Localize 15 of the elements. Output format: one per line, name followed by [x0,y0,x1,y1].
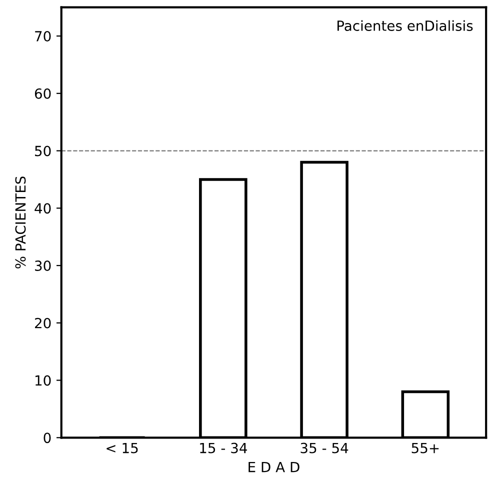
x-tick-label: 15 - 34 [200,442,247,454]
y-tick-label: 70 [35,30,51,42]
y-tick-label: 50 [35,146,51,156]
text: Pacientes enDialisis [338,20,473,31]
x-tick-label: 35 - 54 [300,442,348,454]
y-tick-label: 60 [34,88,51,99]
y-tick-label: 20 [34,318,51,328]
y-tick-label: 30 [35,260,51,271]
y-tick-label: 40 [34,203,51,214]
x-tick-label: < 15 [106,442,138,454]
y-axis-title: % PACIENTES [15,176,26,268]
y-tick-label: 0 [44,432,51,444]
x-tick-label: 55+ [412,442,439,454]
x-axis-title: E D A D [248,462,300,472]
y-tick-label: 10 [36,375,51,386]
